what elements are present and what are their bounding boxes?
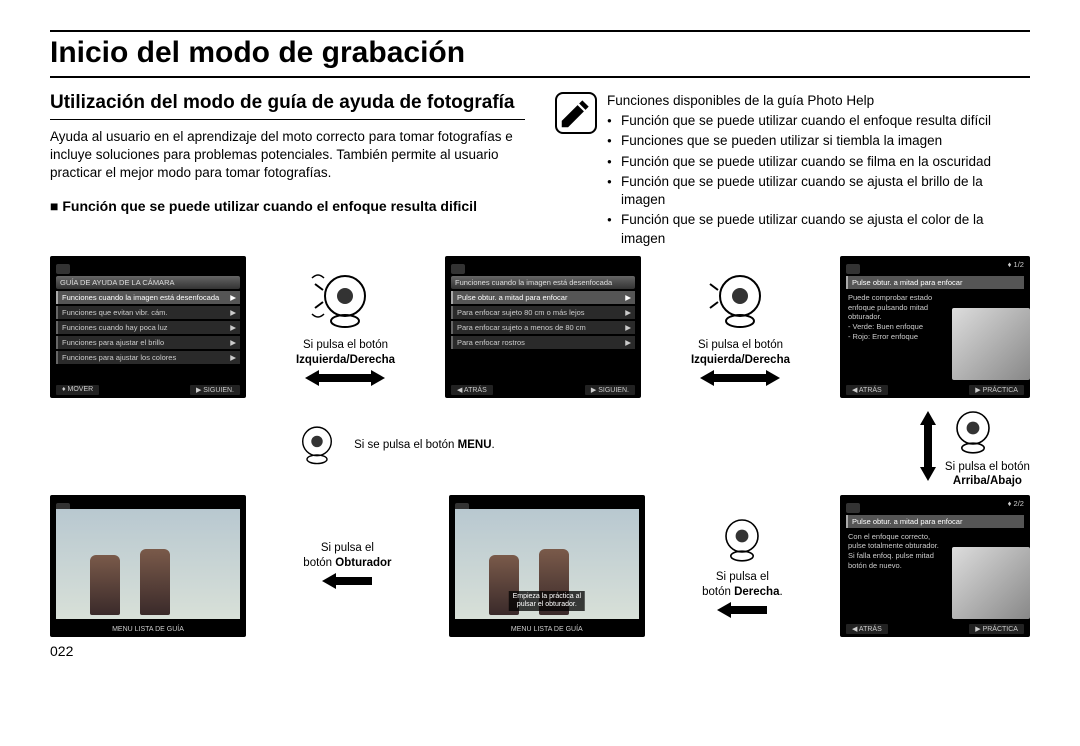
dial-icon <box>714 512 770 568</box>
arrow-left-icon <box>322 572 372 590</box>
camera-screen-info2: ♦ 2/2 Pulse obtur. a mitad para enfocar … <box>840 495 1030 637</box>
note-item: Función que se puede utilizar cuando se … <box>607 153 1030 171</box>
camera-screen-photo: Empieza la práctica al pulsar el obturad… <box>449 495 645 637</box>
left-column: Utilización del modo de guía de ayuda de… <box>50 92 525 250</box>
caption-lr2: Si pulsa el botónIzquierda/Derecha <box>691 338 790 367</box>
page-title: Inicio del modo de grabación <box>50 30 1030 78</box>
camera-screen-info1: ♦ 1/2 Pulse obtur. a mitad para enfocar … <box>840 256 1030 398</box>
caption-ud: Si pulsa el botónArriba/Abajo <box>945 460 1030 489</box>
camera-screen-menu2: Funciones cuando la imagen está desenfoc… <box>445 256 641 398</box>
arrow-left-right-icon <box>700 369 780 387</box>
note-item: Funciones que se pueden utilizar si tiem… <box>607 132 1030 150</box>
note-item: Función que se puede utilizar cuando se … <box>607 211 1030 247</box>
camera-screen-menu1: GUÍA DE AYUDA DE LA CÁMARA Funciones cua… <box>50 256 246 398</box>
dial-icon <box>292 420 342 470</box>
note-item: Función que se puede utilizar cuando el … <box>607 112 1030 130</box>
caption-right: Si pulsa elbotón Derecha. <box>702 570 783 599</box>
dial-icon <box>945 404 1001 460</box>
flow-diagram: GUÍA DE AYUDA DE LA CÁMARA Funciones cua… <box>50 256 1030 637</box>
section-subtitle: Utilización del modo de guía de ayuda de… <box>50 92 525 120</box>
right-column: Funciones disponibles de la guía Photo H… <box>555 92 1030 250</box>
function-heading: ■ Función que se puede utilizar cuando e… <box>50 198 525 214</box>
caption-lr1: Si pulsa el botónIzquierda/Derecha <box>296 338 395 367</box>
page-number: 022 <box>50 643 1030 659</box>
dial-icon <box>310 266 380 336</box>
caption-menu: Si se pulsa el botón MENU. <box>354 438 495 452</box>
camera-screen-photo: MENU LISTA DE GUÍA <box>50 495 246 637</box>
note-item: Función que se puede utilizar cuando se … <box>607 173 1030 209</box>
intro-text: Ayuda al usuario en el aprendizaje del m… <box>50 128 525 183</box>
note-heading: Funciones disponibles de la guía Photo H… <box>607 92 1030 110</box>
arrow-left-icon <box>717 601 767 619</box>
note-list: Función que se puede utilizar cuando el … <box>607 112 1030 248</box>
dial-icon <box>705 266 775 336</box>
arrow-left-right-icon <box>305 369 385 387</box>
caption-shutter: Si pulsa elbotón Obturador <box>303 541 391 570</box>
arrow-up-down-icon <box>919 411 937 481</box>
pencil-icon <box>555 92 597 134</box>
